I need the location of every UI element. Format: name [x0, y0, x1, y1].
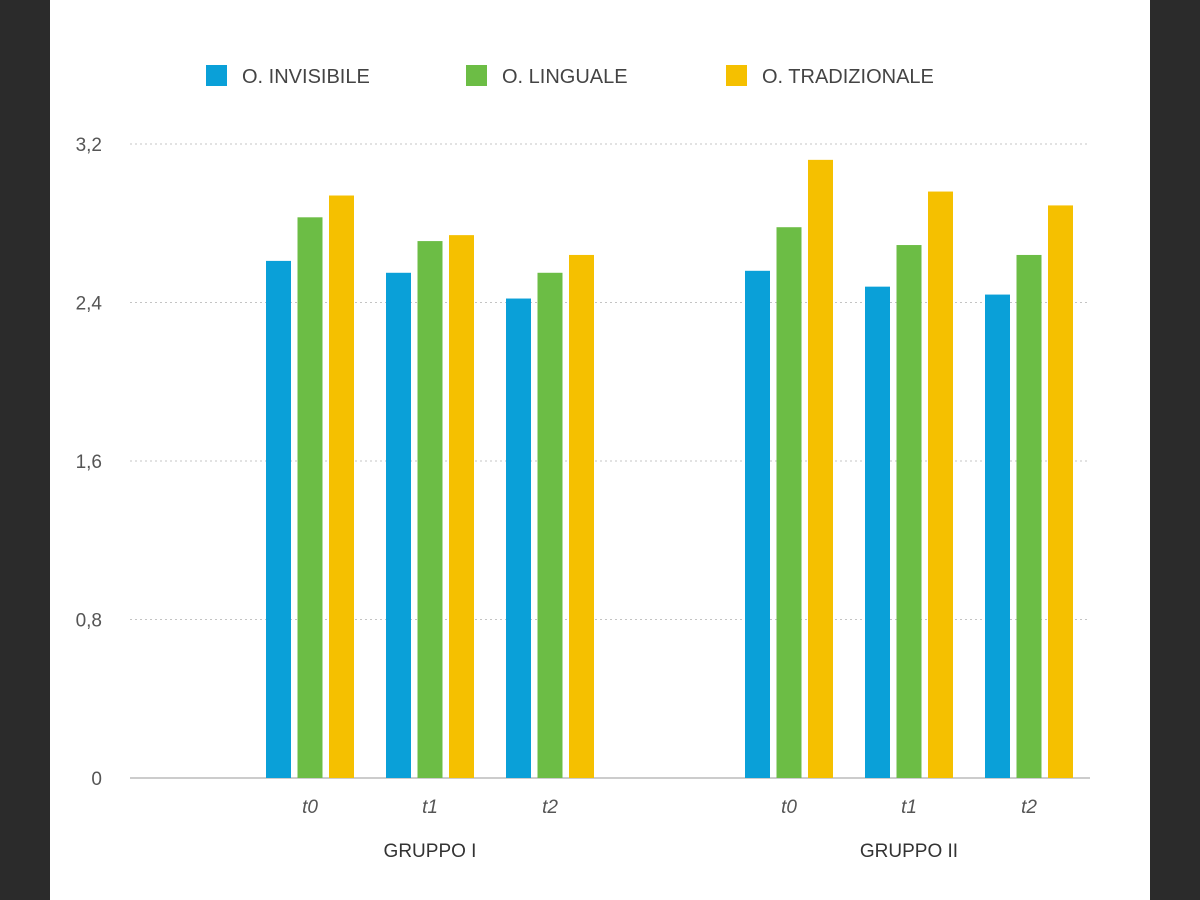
- legend-label: O. LINGUALE: [502, 66, 628, 88]
- y-tick-label: 3,2: [76, 135, 102, 156]
- group-label: GRUPPO I: [384, 841, 477, 862]
- bar: [745, 270, 770, 778]
- legend: O. INVISIBILE O. LINGUALE O. TRADIZIONALE: [206, 65, 934, 88]
- bar: [985, 294, 1010, 778]
- x-tick-label: t1: [901, 797, 917, 818]
- bar: [865, 286, 890, 778]
- y-tick-label: 0: [91, 769, 102, 790]
- bar: [569, 254, 594, 778]
- bar: [1048, 205, 1073, 778]
- y-tick-label: 0,8: [76, 611, 102, 632]
- bar: [808, 159, 833, 779]
- bar: [266, 260, 291, 778]
- bar: [537, 272, 563, 778]
- x-axis: t0 t1 t2 GRUPPO I t0 t1 t2 GRUPPO II: [302, 797, 1037, 862]
- bars: [266, 159, 1073, 779]
- y-tick-label: 1,6: [76, 452, 102, 473]
- bar: [329, 195, 354, 778]
- bar: [449, 235, 474, 778]
- x-tick-label: t2: [542, 797, 558, 818]
- legend-label: O. INVISIBILE: [242, 66, 370, 88]
- bar: [506, 298, 531, 778]
- y-axis: 0 0,8 1,6 2,4 3,2: [76, 135, 103, 790]
- x-tick-label: t0: [781, 797, 797, 818]
- group-label: GRUPPO II: [860, 841, 958, 862]
- bar: [417, 241, 443, 779]
- x-tick-label: t0: [302, 797, 318, 818]
- legend-swatch: [466, 65, 487, 86]
- bar: [928, 191, 953, 779]
- x-tick-label: t2: [1021, 797, 1037, 818]
- chart-panel: O. INVISIBILE O. LINGUALE O. TRADIZIONALE …: [50, 0, 1150, 900]
- legend-label: O. TRADIZIONALE: [762, 66, 934, 88]
- bar-chart: O. INVISIBILE O. LINGUALE O. TRADIZIONALE …: [76, 65, 1090, 862]
- y-tick-label: 2,4: [76, 294, 103, 315]
- bar: [1016, 254, 1042, 778]
- bar: [896, 245, 922, 778]
- legend-swatch: [726, 65, 747, 86]
- x-tick-label: t1: [422, 797, 438, 818]
- bar: [386, 272, 411, 778]
- bar: [776, 227, 802, 778]
- bar: [297, 217, 323, 778]
- legend-swatch: [206, 65, 227, 86]
